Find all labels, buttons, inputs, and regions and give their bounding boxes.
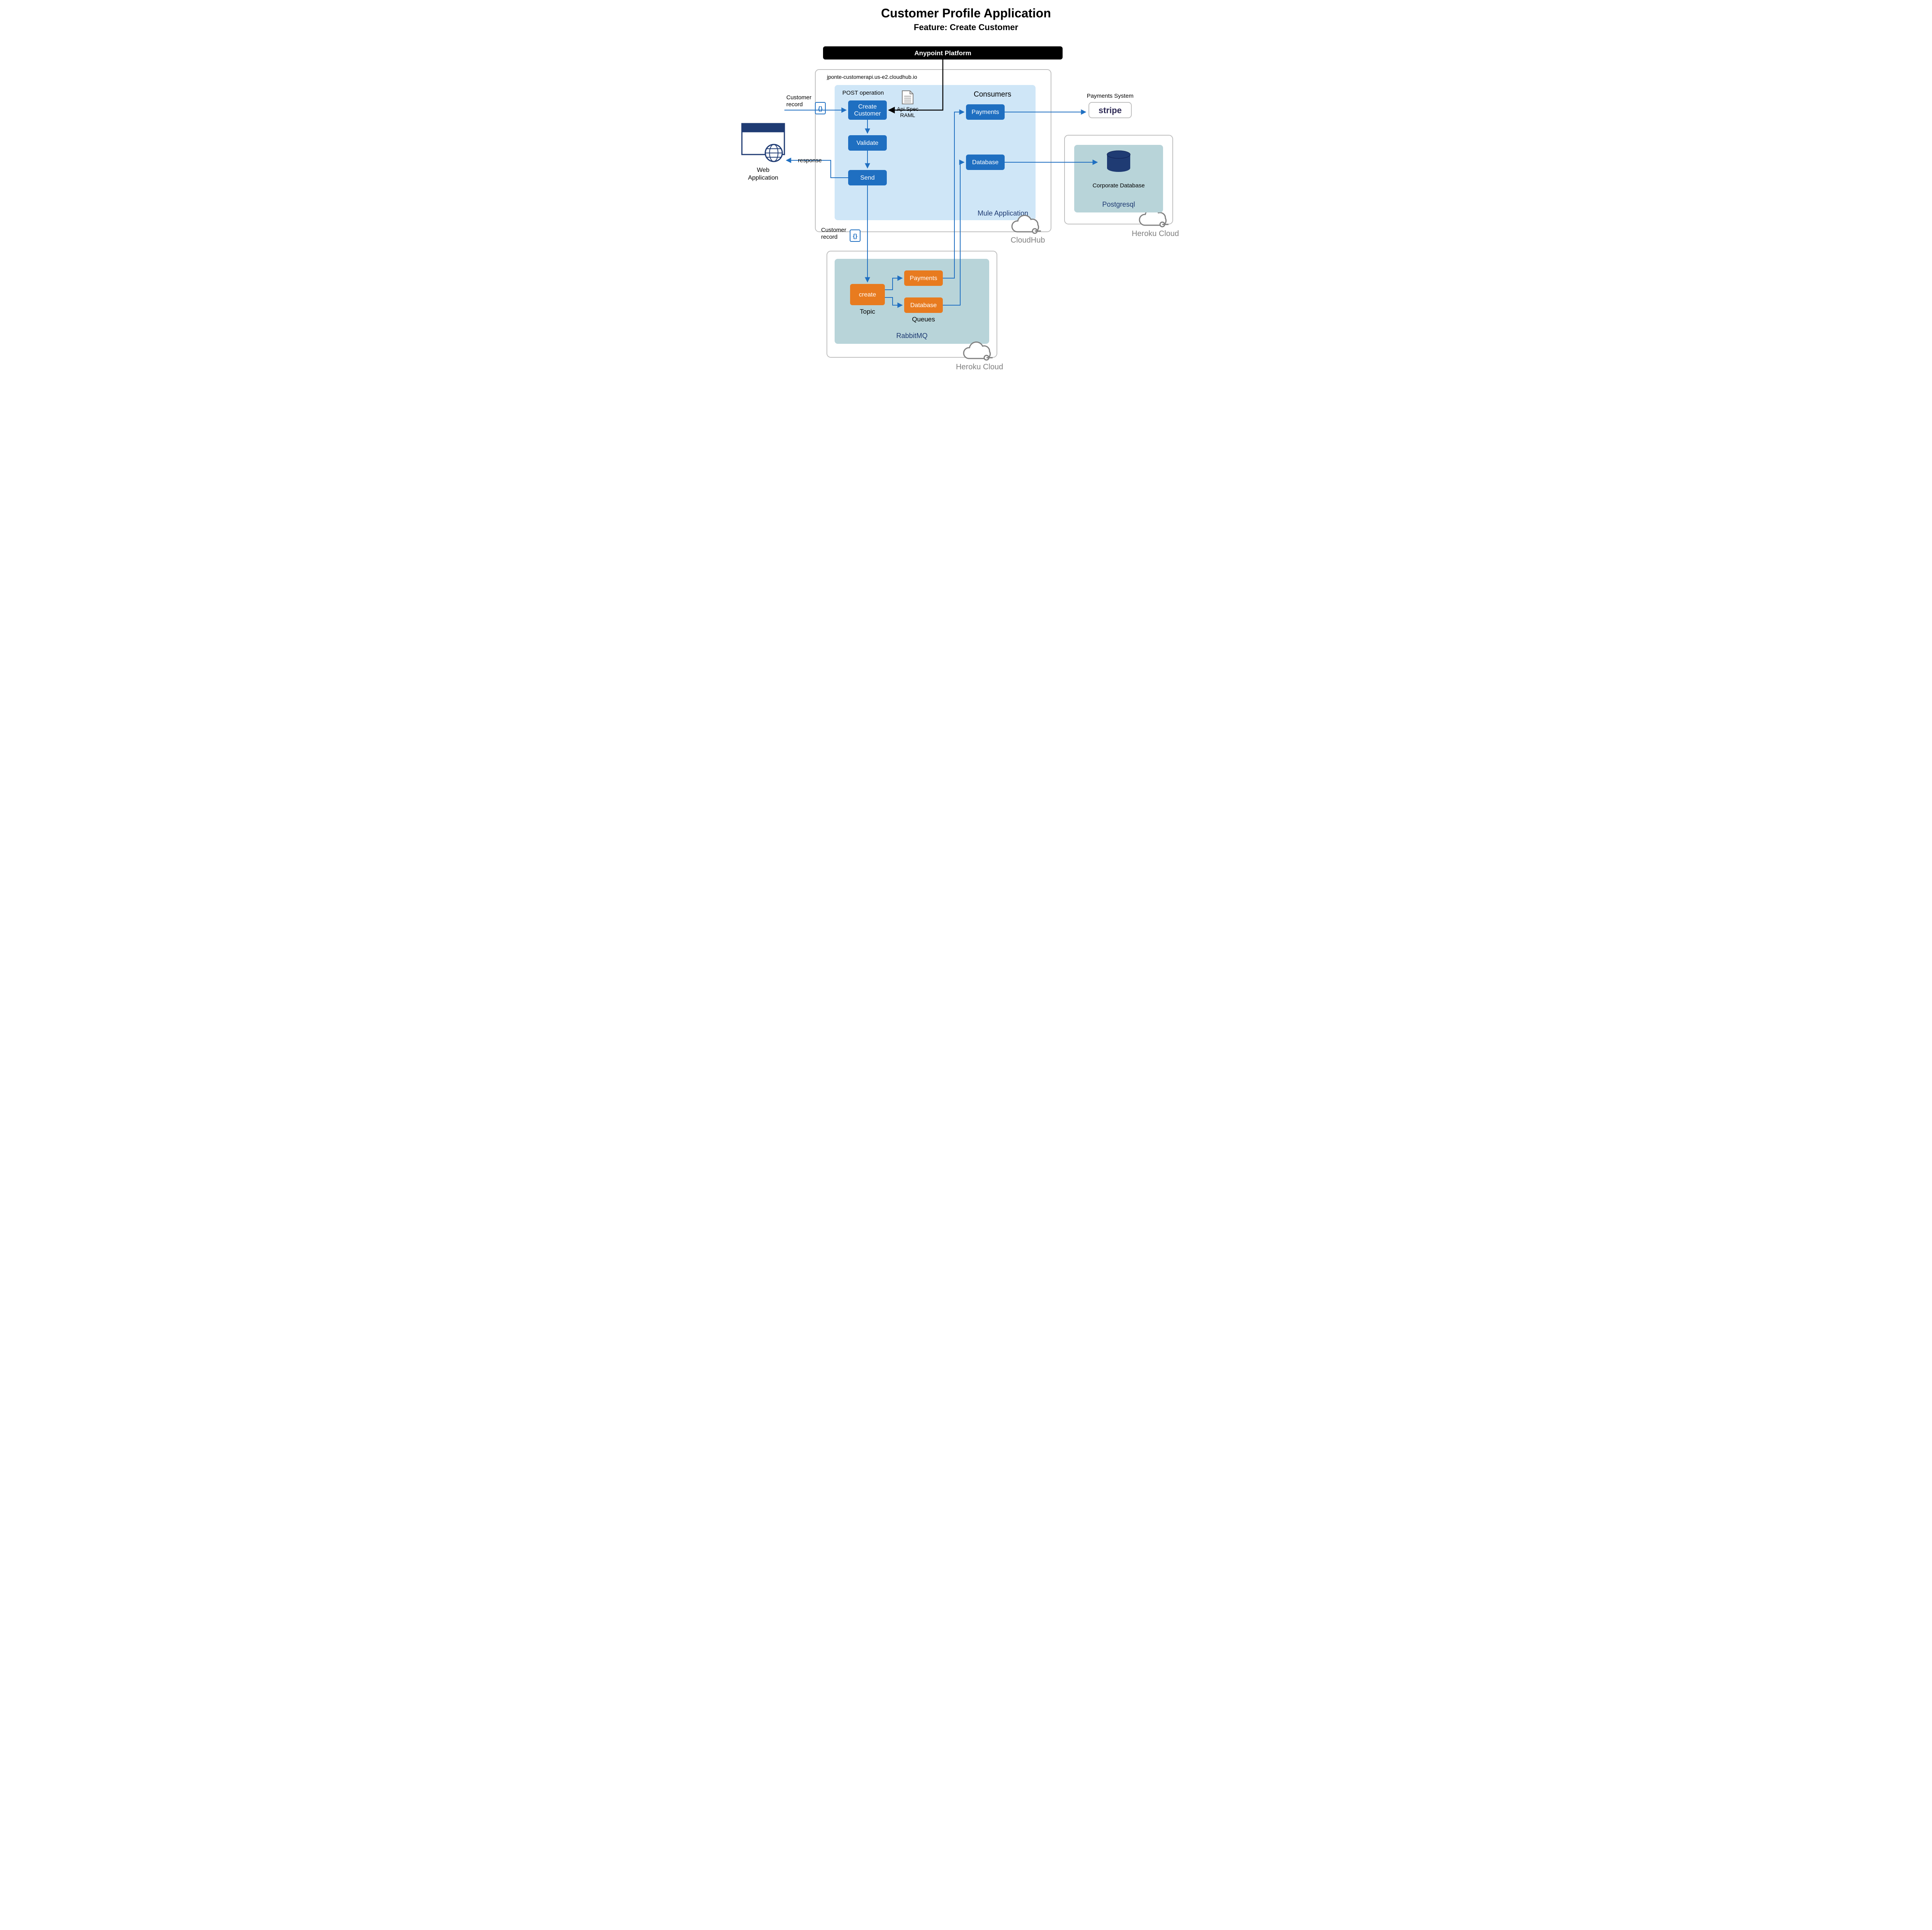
response-label: response: [798, 157, 822, 164]
diagram-subtitle: Feature: Create Customer: [914, 22, 1019, 32]
svg-text:Customer: Customer: [786, 94, 811, 101]
webapp-label1: Web: [757, 167, 770, 173]
svg-text:Customer: Customer: [821, 227, 846, 233]
svg-text:Api Spec: Api Spec: [897, 106, 918, 112]
json-icon-top: {}: [815, 102, 825, 114]
rabbitmq-label: RabbitMQ: [896, 332, 927, 340]
svg-text:RAML: RAML: [900, 112, 915, 118]
corporate-db-label: Corporate Database: [1092, 182, 1145, 189]
svg-text:Topic: Topic: [860, 308, 875, 315]
svg-text:{}: {}: [853, 233, 857, 240]
postgresql-label: Postgresql: [1102, 200, 1135, 208]
webapp-label2: Application: [748, 175, 778, 181]
svg-text:Heroku Cloud: Heroku Cloud: [1132, 229, 1179, 238]
svg-text:record: record: [821, 234, 838, 240]
svg-text:CloudHub: CloudHub: [1011, 236, 1045, 245]
json-icon-bottom: {}: [850, 230, 860, 241]
post-operation-label: POST operation: [842, 90, 884, 96]
cloudhub-subdomain: jponte-customerapi.us-e2.cloudhub.io: [827, 74, 917, 80]
svg-text:Database: Database: [910, 302, 937, 309]
svg-text:Database: Database: [972, 159, 999, 166]
svg-text:record: record: [786, 101, 803, 108]
svg-text:Validate: Validate: [857, 140, 879, 146]
anypoint-label: Anypoint Platform: [914, 49, 971, 57]
svg-text:Customer: Customer: [854, 110, 881, 117]
stripe-logo: stripe: [1099, 105, 1122, 115]
rabbit-heroku-cloud-icon: Heroku Cloud: [956, 342, 1003, 371]
consumers-label: Consumers: [974, 90, 1011, 99]
svg-text:Payments: Payments: [971, 109, 999, 116]
svg-text:Create: Create: [858, 104, 877, 110]
svg-text:{}: {}: [818, 105, 823, 112]
database-icon: [1107, 151, 1130, 172]
svg-text:Send: Send: [860, 175, 874, 181]
svg-text:Queues: Queues: [912, 316, 935, 323]
svg-text:Payments: Payments: [910, 275, 937, 282]
svg-text:Heroku Cloud: Heroku Cloud: [956, 363, 1003, 371]
svg-text:create: create: [859, 292, 876, 298]
api-spec-icon: [902, 91, 913, 104]
heroku-db-cloud-icon: Heroku Cloud: [1132, 209, 1179, 238]
architecture-diagram: Customer Profile Application Feature: Cre…: [734, 0, 1198, 386]
web-application-icon: [742, 124, 784, 161]
diagram-title: Customer Profile Application: [881, 6, 1051, 20]
payments-system-label: Payments System: [1087, 93, 1134, 99]
